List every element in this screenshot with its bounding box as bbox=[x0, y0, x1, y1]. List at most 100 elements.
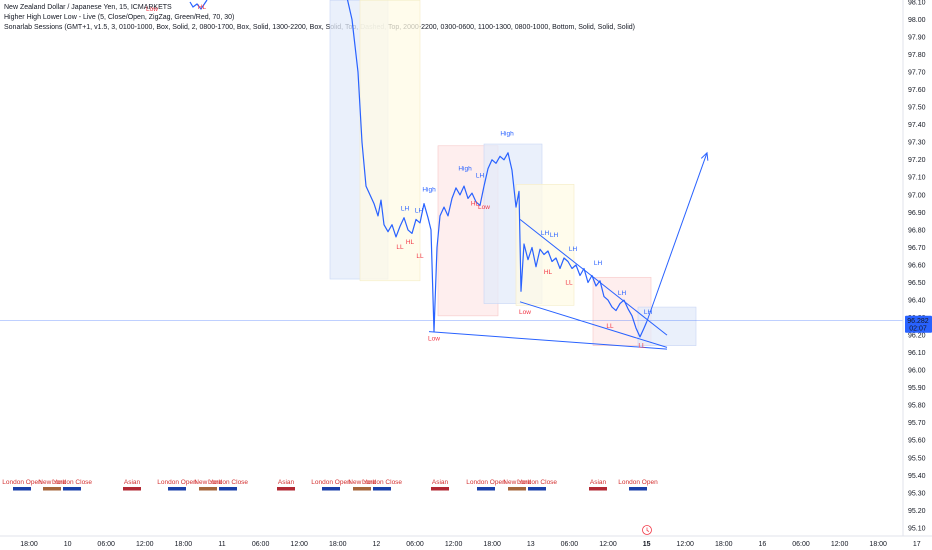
y-tick-label: 95.90 bbox=[908, 385, 926, 392]
price-line bbox=[346, 0, 648, 338]
swing-label-high: High bbox=[458, 165, 472, 172]
y-tick-label: 97.90 bbox=[908, 34, 926, 41]
session-marker-bar bbox=[277, 487, 295, 491]
x-tick-label: 18:00 bbox=[329, 541, 347, 548]
swing-label-lh: LH bbox=[476, 172, 485, 179]
x-tick-label: 18:00 bbox=[869, 541, 887, 548]
swing-label-hl: HL bbox=[544, 269, 553, 276]
x-tick-label: 10 bbox=[64, 541, 72, 548]
y-tick-label: 96.40 bbox=[908, 297, 926, 304]
x-tick-label: 12:00 bbox=[599, 541, 617, 548]
y-tick-label: 97.40 bbox=[908, 122, 926, 129]
x-tick-label: 18:00 bbox=[483, 541, 501, 548]
session-marker-bar bbox=[589, 487, 607, 491]
price-line-segment bbox=[189, 0, 208, 11]
y-tick-label: 98.10 bbox=[908, 0, 926, 6]
x-tick-label: 06:00 bbox=[561, 541, 579, 548]
indicator-sessions[interactable]: Sonarlab Sessions (GMT+1, v1.5, 3, 0100-… bbox=[4, 24, 635, 31]
event-marker-hand bbox=[646, 527, 650, 532]
y-tick-label: 96.60 bbox=[908, 262, 926, 269]
y-tick-label: 96.90 bbox=[908, 210, 926, 217]
swing-label-ll: LL bbox=[638, 342, 646, 349]
session-marker-bar bbox=[13, 487, 31, 491]
session-marker-bar bbox=[219, 487, 237, 491]
y-tick-label: 96.20 bbox=[908, 333, 926, 340]
x-tick-label: 18:00 bbox=[715, 541, 733, 548]
x-tick-label: 17 bbox=[913, 541, 921, 548]
x-tick-label: 06:00 bbox=[252, 541, 270, 548]
y-tick-label: 97.30 bbox=[908, 140, 926, 147]
swing-label-ll: LL bbox=[606, 323, 614, 330]
swing-label-lh: LH bbox=[569, 246, 578, 253]
swing-label-ll: LL bbox=[565, 279, 573, 286]
swing-label-hl: HL bbox=[471, 200, 480, 207]
swing-label-high: High bbox=[422, 186, 436, 193]
swing-label-ll: LL bbox=[396, 244, 404, 251]
y-tick-label: 95.10 bbox=[908, 525, 926, 532]
swing-label-lh: LH bbox=[415, 207, 424, 214]
session-marker-label: London Open bbox=[157, 479, 197, 486]
y-tick-label: 97.00 bbox=[908, 192, 926, 199]
session-marker-bar bbox=[199, 487, 217, 491]
swing-label-ll: LL bbox=[416, 253, 424, 260]
swing-label-high: High bbox=[500, 130, 514, 137]
x-tick-label: 06:00 bbox=[97, 541, 115, 548]
session-marker-label: Asian bbox=[124, 479, 141, 486]
session-marker-bar bbox=[168, 487, 186, 491]
session-marker-label: New York bbox=[348, 479, 376, 486]
session-marker-label: London Close bbox=[362, 479, 402, 486]
session-marker-label: New York bbox=[503, 479, 531, 486]
swing-label-lh: LH bbox=[618, 290, 627, 297]
session-marker-label: London Close bbox=[52, 479, 92, 486]
session-marker-label: London Open bbox=[618, 479, 658, 486]
x-tick-label: 16 bbox=[759, 541, 767, 548]
session-marker-bar bbox=[629, 487, 647, 491]
swing-label-hl: HL bbox=[406, 239, 415, 246]
session-marker-bar bbox=[477, 487, 495, 491]
swing-label-lh: LH bbox=[644, 309, 653, 316]
indicator-hhll[interactable]: Higher High Lower Low - Live (5, Close/O… bbox=[4, 14, 235, 21]
session-marker-bar bbox=[508, 487, 526, 491]
session-marker-label: London Close bbox=[517, 479, 557, 486]
session-box-london bbox=[515, 184, 575, 306]
session-marker-bar bbox=[322, 487, 340, 491]
y-tick-label: 95.70 bbox=[908, 420, 926, 427]
y-tick-label: 97.60 bbox=[908, 87, 926, 94]
current-price-badge bbox=[905, 315, 932, 333]
y-tick-label: 97.10 bbox=[908, 175, 926, 182]
y-tick-label: 97.80 bbox=[908, 52, 926, 59]
x-tick-label: 12:00 bbox=[445, 541, 463, 548]
trendline bbox=[519, 301, 668, 348]
projection-arrow bbox=[646, 152, 708, 322]
symbol-title[interactable]: New Zealand Dollar / Japanese Yen, 15, I… bbox=[4, 4, 172, 11]
x-tick-label: 12 bbox=[373, 541, 381, 548]
swing-label-low: Low bbox=[146, 6, 158, 13]
swing-label-low: Low bbox=[428, 335, 440, 342]
swing-label-hl: HL bbox=[198, 4, 207, 11]
y-tick-label: 96.70 bbox=[908, 245, 926, 252]
projection-arrow-head bbox=[700, 151, 709, 161]
x-tick-label: 13 bbox=[527, 541, 535, 548]
y-tick-label: 95.20 bbox=[908, 508, 926, 515]
session-marker-bar bbox=[63, 487, 81, 491]
session-marker-label: London Open bbox=[2, 479, 42, 486]
session-box-london bbox=[359, 0, 421, 282]
swing-label-lh: LH bbox=[541, 230, 550, 237]
session-marker-label: Asian bbox=[278, 479, 295, 486]
session-marker-label: London Open bbox=[311, 479, 351, 486]
session-marker-bar bbox=[43, 487, 61, 491]
y-tick-label: 95.80 bbox=[908, 403, 926, 410]
x-tick-label: 12:00 bbox=[290, 541, 308, 548]
chart-legend: New Zealand Dollar / Japanese Yen, 15, I… bbox=[4, 3, 635, 33]
session-marker-label: New York bbox=[194, 479, 222, 486]
session-marker-label: Asian bbox=[432, 479, 449, 486]
trendline bbox=[428, 331, 668, 350]
x-tick-label: 06:00 bbox=[406, 541, 424, 548]
current-price-value: 96.282 bbox=[907, 318, 929, 325]
x-tick-label: 18:00 bbox=[175, 541, 193, 548]
y-tick-label: 96.50 bbox=[908, 280, 926, 287]
y-tick-label: 97.20 bbox=[908, 157, 926, 164]
